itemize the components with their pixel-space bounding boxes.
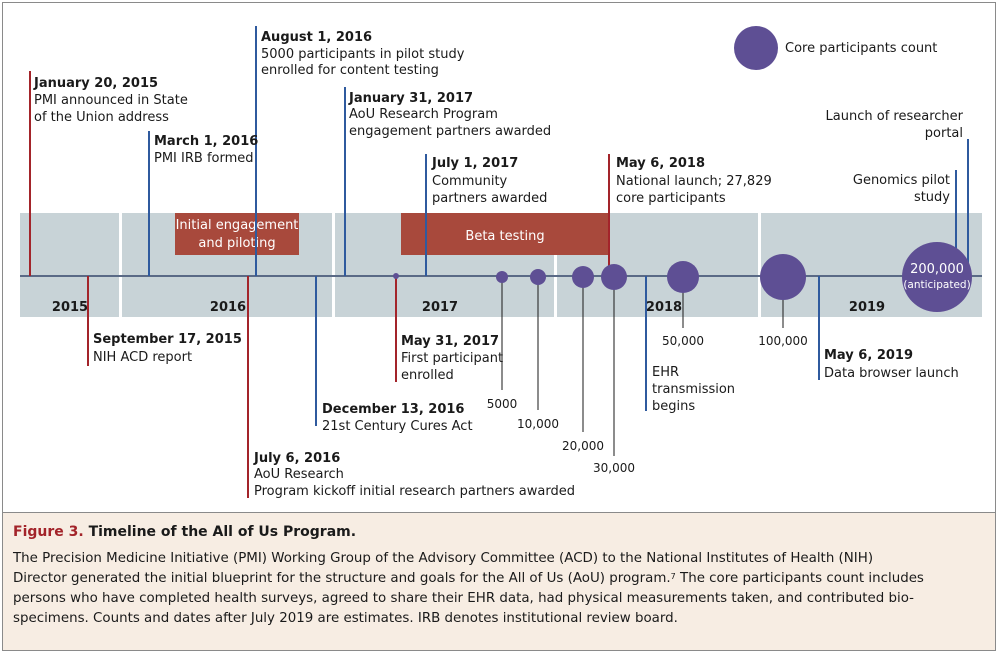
phase-label-initial-1: Initial engagement (176, 218, 299, 233)
event-jan-2017: January 31, 2017 AoU Research Program en… (348, 91, 551, 139)
event-sep-2015: September 17, 2015 NIH ACD report (93, 332, 242, 365)
bubble-5000 (496, 271, 508, 283)
event-genomics-pilot: Genomics pilot study (853, 173, 950, 205)
year-label-2018: 2018 (646, 300, 682, 315)
year-label-2015: 2015 (52, 300, 88, 315)
bubble-label-200000: 200,000 (910, 262, 964, 277)
reference-marker: 7 (670, 572, 676, 581)
bubble-label-5000: 5000 (487, 397, 518, 411)
svg-text:May 6, 2019: May 6, 2019 (824, 348, 913, 363)
caption-divider (3, 512, 995, 513)
event-researcher-portal: Launch of researcher portal (826, 109, 964, 141)
svg-text:PMI announced in State: PMI announced in State (34, 93, 188, 108)
svg-text:May 6, 2018: May 6, 2018 (616, 156, 705, 171)
bubble-first-participant (393, 273, 399, 279)
svg-text:5000 participants in pilot stu: 5000 participants in pilot study (261, 47, 465, 62)
phase-bar-initial (175, 213, 299, 255)
event-dec-2016: December 13, 2016 21st Century Cures Act (322, 402, 473, 434)
svg-text:partners awarded: partners awarded (432, 191, 547, 206)
svg-text:AoU Research Program: AoU Research Program (349, 107, 498, 122)
svg-text:Community: Community (432, 174, 508, 189)
svg-text:National launch; 27,829: National launch; 27,829 (616, 174, 772, 189)
year-label-2019: 2019 (849, 300, 885, 315)
svg-text:January 20, 2015: January 20, 2015 (33, 76, 158, 91)
svg-text:AoU Research: AoU Research (254, 467, 344, 482)
svg-text:PMI IRB formed: PMI IRB formed (154, 151, 254, 166)
bubble-label-100000: 100,000 (758, 334, 808, 348)
svg-text:core participants: core participants (616, 191, 726, 206)
svg-text:September 17, 2015: September 17, 2015 (93, 332, 242, 347)
svg-text:21st Century Cures Act: 21st Century Cures Act (322, 419, 473, 434)
phase-bar-beta (401, 213, 609, 255)
event-may-2019: May 6, 2019 Data browser launch (824, 348, 959, 381)
svg-text:enrolled for content testing: enrolled for content testing (261, 63, 439, 78)
legend-label: Core participants count (785, 41, 937, 56)
timeline-diagram: 2015 2016 2017 2018 2019 Initial engagem… (20, 26, 982, 499)
caption-line-1: The Precision Medicine Initiative (PMI) … (13, 551, 874, 566)
svg-text:NIH ACD report: NIH ACD report (93, 350, 192, 365)
svg-text:begins: begins (652, 399, 695, 414)
svg-text:January 31, 2017: January 31, 2017 (348, 91, 473, 106)
svg-text:portal: portal (925, 126, 963, 141)
svg-text:December 13, 2016: December 13, 2016 (322, 402, 464, 417)
legend-bubble-icon (734, 26, 778, 70)
event-jul-2016: July 6, 2016 AoU Research Program kickof… (253, 451, 575, 499)
svg-text:enrolled: enrolled (401, 368, 454, 383)
caption-line-2: Director generated the initial blueprint… (13, 571, 924, 586)
event-may-2018: May 6, 2018 National launch; 27,829 core… (616, 156, 772, 206)
year-label-2016: 2016 (210, 300, 246, 315)
bubble-label-30000: 30,000 (593, 461, 635, 475)
phase-label-initial-2: and piloting (198, 236, 275, 251)
bubble-sublabel-200000: (anticipated) (903, 279, 970, 291)
caption-line-4: specimens. Counts and dates after July 2… (13, 611, 678, 626)
phase-label-beta: Beta testing (465, 229, 544, 244)
event-mar-2016: March 1, 2016 PMI IRB formed (154, 134, 258, 166)
bubble-label-50000: 50,000 (662, 334, 704, 348)
svg-text:March 1, 2016: March 1, 2016 (154, 134, 258, 149)
bubble-10000 (530, 269, 546, 285)
svg-text:study: study (914, 190, 950, 205)
bubble-100000 (760, 254, 806, 300)
svg-text:Data browser launch: Data browser launch (824, 366, 959, 381)
event-ehr-transmission: EHR transmission begins (652, 365, 735, 414)
svg-text:First participant: First participant (401, 351, 503, 366)
bubble-label-20000: 20,000 (562, 439, 604, 453)
caption-box (3, 513, 995, 650)
event-may-2017: May 31, 2017 First participant enrolled (401, 334, 503, 383)
bubble-label-10000: 10,000 (517, 417, 559, 431)
svg-text:of the Union address: of the Union address (34, 110, 169, 125)
svg-text:EHR: EHR (652, 365, 679, 380)
caption-title: Figure 3. Timeline of the All of Us Prog… (13, 524, 356, 540)
svg-text:Genomics pilot: Genomics pilot (853, 173, 950, 188)
bubble-50000 (667, 261, 699, 293)
svg-text:transmission: transmission (652, 382, 735, 397)
svg-text:July 1, 2017: July 1, 2017 (431, 156, 518, 171)
bubble-200000 (902, 242, 972, 312)
svg-text:July 6, 2016: July 6, 2016 (253, 451, 340, 466)
caption-line-3: persons who have completed health survey… (13, 591, 914, 606)
svg-text:engagement partners awarded: engagement partners awarded (349, 124, 551, 139)
year-label-2017: 2017 (422, 300, 458, 315)
bubble-30000 (601, 264, 627, 290)
event-aug-2016: August 1, 2016 5000 participants in pilo… (261, 30, 465, 78)
svg-text:Launch of researcher: Launch of researcher (826, 109, 964, 124)
event-jan-2015: January 20, 2015 PMI announced in State … (33, 76, 188, 125)
event-jul-2017: July 1, 2017 Community partners awarded (431, 156, 547, 206)
figure-title: Timeline of the All of Us Program. (88, 524, 357, 540)
svg-text:May 31, 2017: May 31, 2017 (401, 334, 499, 349)
bubble-20000 (572, 266, 594, 288)
caption-body: The Precision Medicine Initiative (PMI) … (13, 549, 988, 629)
figure-number: Figure 3. (13, 524, 84, 540)
svg-text:Program kickoff initial resear: Program kickoff initial research partner… (254, 484, 575, 499)
svg-text:August 1, 2016: August 1, 2016 (261, 30, 372, 45)
